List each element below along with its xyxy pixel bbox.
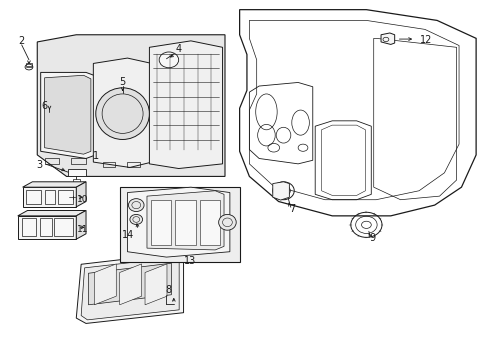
- Bar: [71, 158, 86, 164]
- Polygon shape: [22, 182, 86, 187]
- Text: 13: 13: [183, 256, 196, 266]
- Text: 3: 3: [37, 160, 42, 170]
- Polygon shape: [81, 257, 179, 320]
- Ellipse shape: [130, 215, 142, 225]
- Polygon shape: [22, 187, 76, 207]
- Polygon shape: [76, 211, 86, 239]
- Bar: [199, 200, 220, 244]
- Text: 14: 14: [122, 230, 134, 239]
- Polygon shape: [94, 264, 116, 305]
- Bar: [44, 190, 55, 204]
- Text: 12: 12: [419, 35, 432, 45]
- Polygon shape: [18, 216, 76, 239]
- Bar: [25, 63, 32, 66]
- Text: 1: 1: [93, 150, 99, 161]
- Text: 8: 8: [165, 285, 172, 296]
- Text: 9: 9: [369, 233, 375, 243]
- Text: 11: 11: [77, 225, 88, 234]
- Polygon shape: [93, 58, 152, 167]
- Bar: [40, 219, 52, 236]
- Polygon shape: [44, 75, 91, 154]
- Ellipse shape: [218, 215, 236, 230]
- Polygon shape: [37, 35, 224, 176]
- Polygon shape: [68, 168, 86, 176]
- Polygon shape: [127, 187, 229, 257]
- Text: 4: 4: [175, 44, 182, 54]
- Polygon shape: [272, 182, 289, 200]
- Ellipse shape: [128, 199, 144, 212]
- Ellipse shape: [96, 88, 149, 139]
- Polygon shape: [145, 264, 166, 305]
- Bar: [175, 200, 195, 244]
- Bar: [151, 200, 171, 244]
- Bar: [127, 162, 140, 167]
- Polygon shape: [149, 41, 222, 168]
- Polygon shape: [76, 182, 86, 207]
- Bar: [21, 219, 36, 236]
- Polygon shape: [380, 33, 394, 44]
- Bar: [54, 219, 73, 236]
- Ellipse shape: [159, 52, 178, 68]
- Text: 6: 6: [41, 102, 47, 112]
- Polygon shape: [18, 211, 86, 216]
- Text: 7: 7: [288, 204, 295, 214]
- Text: 2: 2: [19, 36, 25, 46]
- Polygon shape: [76, 253, 183, 323]
- Text: 10: 10: [77, 194, 88, 203]
- Bar: [58, 190, 73, 204]
- Polygon shape: [120, 264, 142, 305]
- Bar: [26, 190, 41, 204]
- Polygon shape: [88, 263, 171, 305]
- Polygon shape: [41, 72, 96, 158]
- Bar: [103, 162, 115, 167]
- Text: 5: 5: [119, 77, 125, 87]
- Bar: [120, 187, 239, 262]
- Polygon shape: [147, 191, 224, 250]
- Bar: [73, 179, 80, 182]
- Bar: [44, 158, 59, 164]
